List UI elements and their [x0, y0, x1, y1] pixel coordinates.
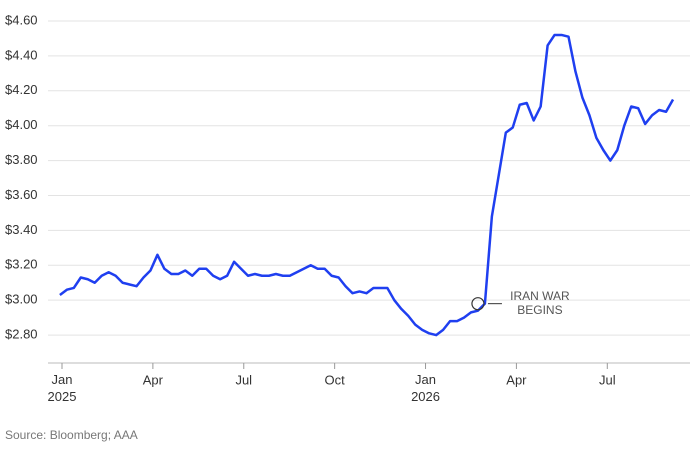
y-tick-label: $4.00: [5, 117, 38, 132]
x-tick-label: Jan 2025: [48, 372, 77, 404]
y-tick-label: $3.40: [5, 222, 38, 237]
y-tick-label: $2.80: [5, 327, 38, 342]
x-tick-label: Jul: [235, 372, 252, 387]
x-tick-label: Apr: [143, 372, 164, 387]
y-tick-label: $4.60: [5, 12, 38, 27]
x-tick-label: Oct: [325, 372, 346, 387]
y-tick-label: $3.60: [5, 187, 38, 202]
annotation-marker: [471, 297, 485, 311]
annotation-text: BEGINS: [517, 303, 562, 317]
x-tick-label: Apr: [506, 372, 527, 387]
y-tick-label: $4.40: [5, 47, 38, 62]
x-tick-label: Jan 2026: [411, 372, 440, 404]
y-tick-label: $3.00: [5, 292, 38, 307]
data-line: [59, 33, 675, 337]
annotation-text: IRAN WAR: [510, 289, 570, 303]
y-tick-label: $3.80: [5, 152, 38, 167]
x-tick-label: Jul: [599, 372, 616, 387]
y-tick-label: $4.20: [5, 82, 38, 97]
y-tick-label: $3.20: [5, 257, 38, 272]
source: Source: Bloomberg; AAA: [5, 428, 138, 442]
